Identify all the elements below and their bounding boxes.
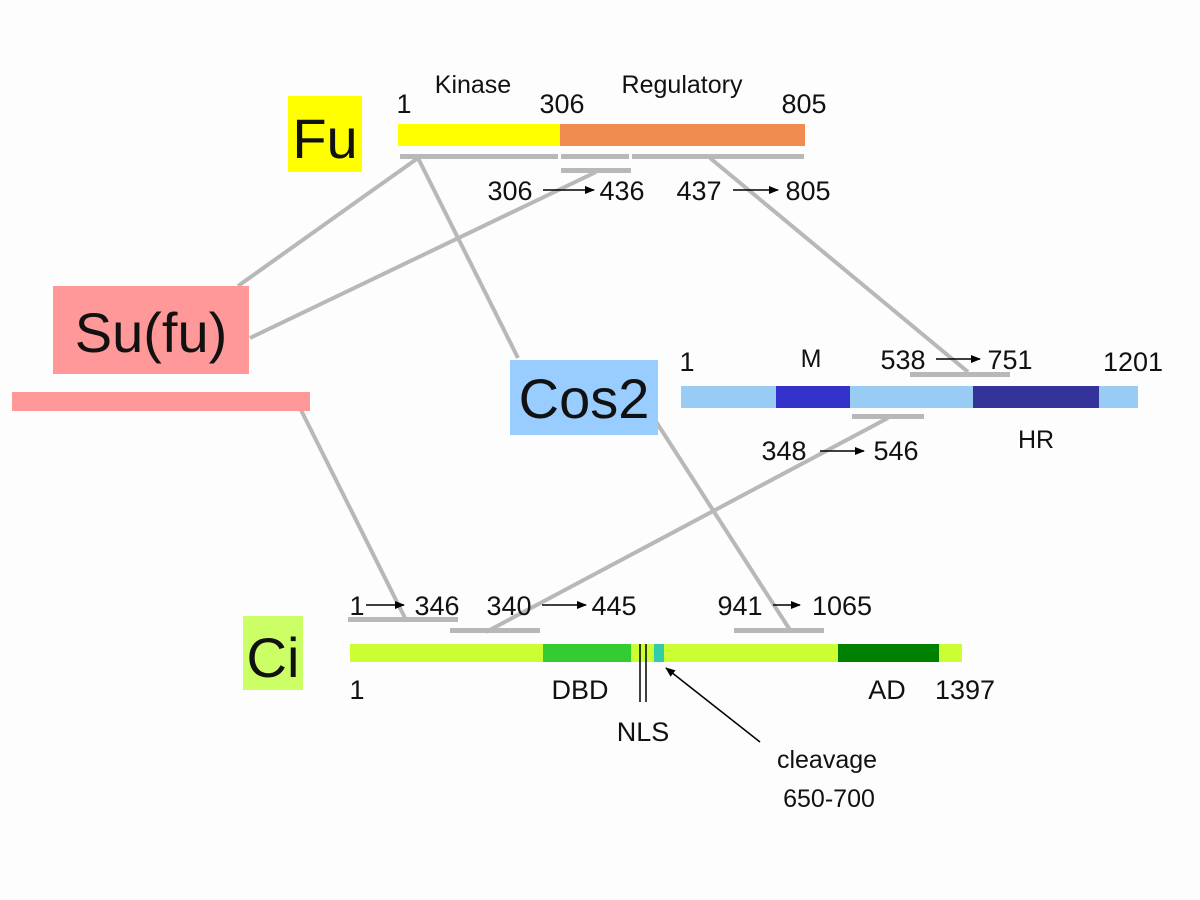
- ci-label: Ci: [247, 626, 300, 689]
- cos2-end-position: 1201: [1103, 347, 1163, 377]
- fu-regulatory-domain: [560, 124, 805, 146]
- fu-fragment-a-from: 306: [487, 176, 532, 206]
- ci-cleavage-arrow: [665, 667, 761, 743]
- fu-fragment-437-805: [632, 154, 804, 159]
- ci-nls-domain: [654, 644, 664, 662]
- ci-cleavage-range: 650-700: [783, 785, 875, 813]
- ci-cleavage-label: cleavage: [777, 746, 877, 774]
- line-fu-437-805-to-cos2: [708, 156, 970, 374]
- line-fu-kinase-to-cos2: [416, 157, 520, 359]
- cos2-fragment-348-546: [852, 414, 924, 419]
- fu-fragment-306-436-lower: [561, 168, 631, 173]
- ci-nls-label: NLS: [617, 717, 670, 747]
- fu-protein: Fu 1 Kinase 306 Regulatory 805 306 436 4…: [288, 71, 831, 206]
- cos2-protein: Cos2 1 M 1201 HR 538 751 348 546: [510, 345, 1163, 466]
- sufu-label: Su(fu): [75, 301, 228, 364]
- ci-fragment-b-to: 445: [591, 591, 636, 621]
- ci-ad-label: AD: [868, 675, 906, 705]
- fu-end-position: 805: [781, 89, 826, 119]
- ci-label-box: [243, 616, 303, 690]
- ci-ad-domain: [838, 644, 939, 662]
- ci-protein: Ci 1 DBD AD 1397 NLS cleavage 650-700 1 …: [243, 591, 995, 813]
- ci-fragment-941-1065: [734, 628, 824, 633]
- cos2-fragment-a-to: 751: [987, 345, 1032, 375]
- ci-fragment-1-346: [348, 617, 458, 622]
- cos2-label: Cos2: [519, 367, 650, 430]
- fu-kinase-end: 306: [539, 89, 584, 119]
- fragment-bars: [348, 154, 1010, 633]
- cos2-fragment-b-from: 348: [761, 436, 806, 466]
- fu-fragment-a-to: 436: [599, 176, 644, 206]
- line-cos2-to-ci-941-1065: [653, 418, 792, 632]
- cos2-fragment-538-751: [910, 372, 1010, 377]
- sufu-protein: Su(fu): [12, 286, 310, 411]
- fu-fragment-b-to: 805: [785, 176, 830, 206]
- fu-regulatory-label: Regulatory: [622, 71, 743, 99]
- sufu-bar: [12, 392, 310, 411]
- cos2-m-label: M: [801, 345, 822, 373]
- line-sufu-to-ci: [298, 407, 408, 621]
- ci-start-position: 1: [349, 675, 364, 705]
- cos2-m-domain: [776, 386, 850, 408]
- fu-fragment-1-306: [400, 154, 558, 159]
- line-fu-306-436-to-sufu: [249, 170, 597, 340]
- fu-kinase-domain: [398, 124, 560, 146]
- fu-kinase-label: Kinase: [435, 71, 511, 99]
- fu-fragment-b-from: 437: [676, 176, 721, 206]
- fu-label-box: [288, 96, 362, 172]
- ci-fragment-340-445: [450, 628, 540, 633]
- fu-fragment-306-436: [561, 154, 629, 159]
- cos2-label-box: [510, 360, 658, 435]
- sufu-label-box: [53, 286, 249, 374]
- cos2-start-position: 1: [679, 347, 694, 377]
- fu-start-position: 1: [396, 89, 411, 119]
- ci-dbd-label: DBD: [551, 675, 608, 705]
- interaction-lines: [236, 156, 970, 634]
- ci-dbd-domain: [543, 644, 631, 662]
- cos2-hr-label: HR: [1018, 426, 1054, 454]
- line-cos2-348-546-to-ci: [485, 416, 889, 634]
- cos2-fragment-b-to: 546: [873, 436, 918, 466]
- ci-fragment-c-to: 1065: [812, 591, 872, 621]
- fu-label: Fu: [292, 107, 357, 170]
- ci-fragment-c-from: 941: [717, 591, 762, 621]
- cos2-hr-domain: [973, 386, 1099, 408]
- line-fu-kinase-to-sufu: [236, 156, 420, 288]
- ci-fragment-a-from: 1: [349, 591, 364, 621]
- ci-fragment-b-from: 340: [486, 591, 531, 621]
- ci-end-position: 1397: [935, 675, 995, 705]
- cos2-fragment-a-from: 538: [880, 345, 925, 375]
- ci-fragment-a-to: 346: [414, 591, 459, 621]
